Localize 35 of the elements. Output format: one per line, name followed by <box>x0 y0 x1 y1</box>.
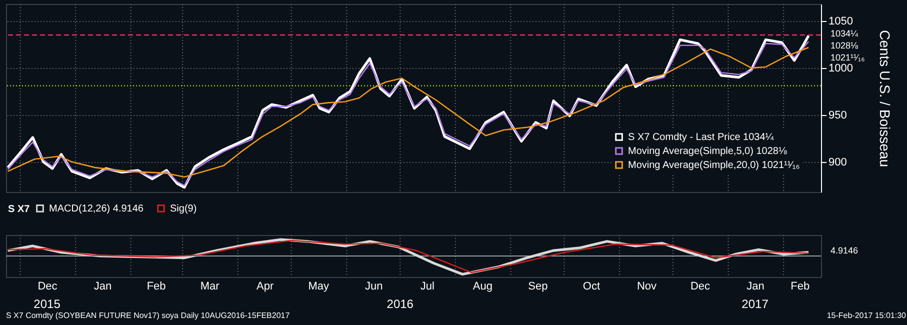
x-tick-label: May <box>308 280 330 292</box>
x-tick-label: Jan <box>94 280 112 292</box>
x-tick-label: Dec <box>690 280 711 292</box>
legend-label: Sig(9) <box>170 203 197 214</box>
legend-label: Moving Average(Simple,20,0) 1021¹¹⁄₁₆ <box>628 160 800 171</box>
x-tick-label: Jun <box>365 280 383 292</box>
x-tick-label: Mar <box>200 280 220 292</box>
text: 15-Feb-2017 15:01:30 <box>826 311 907 320</box>
y-tick-label: 900 <box>828 156 847 168</box>
annotation: 1034¼ <box>830 28 859 39</box>
legend-label: MACD(12,26) 4.9146 <box>49 203 144 214</box>
x-tick-label: Feb <box>790 280 810 292</box>
x-tick-label: Aug <box>472 280 492 292</box>
annotation: 1028⅛ <box>830 40 859 50</box>
x-tick-label: Apr <box>256 280 274 292</box>
x2-tick-label: 2017 <box>742 297 769 311</box>
x-tick-label: Jul <box>420 280 434 292</box>
y-tick-label: 1000 <box>828 62 853 74</box>
x2-tick-label: 2016 <box>386 297 414 311</box>
annotation: 1021¹¹⁄₁₆ <box>830 52 866 63</box>
x-tick-label: Nov <box>636 280 658 292</box>
text: S X7 Comdty (SOYBEAN FUTURE Nov17) soya Daily 10AUG2016-15FEB2017 <box>6 311 290 320</box>
y-tick-label: 1050 <box>828 15 853 28</box>
legend-label: S X7 Comdty - Last Price 1034¼ <box>628 132 774 143</box>
y-axis-title: Cents U.S. / Boisseau <box>876 30 893 167</box>
x2-tick-label: 2015 <box>34 297 61 311</box>
x-tick-label: Oct <box>582 280 600 292</box>
x-tick-label: Feb <box>146 280 166 292</box>
annotation: 4.9146 <box>830 245 858 256</box>
x-tick-label: Sep <box>528 280 548 292</box>
x-tick-label: Dec <box>38 280 58 292</box>
x-tick-label: Jan <box>746 280 764 292</box>
legend-title: S X7 <box>8 204 30 215</box>
y-tick-label: 950 <box>828 109 847 122</box>
legend-label: Moving Average(Simple,5,0) 1028⅛ <box>628 146 788 157</box>
